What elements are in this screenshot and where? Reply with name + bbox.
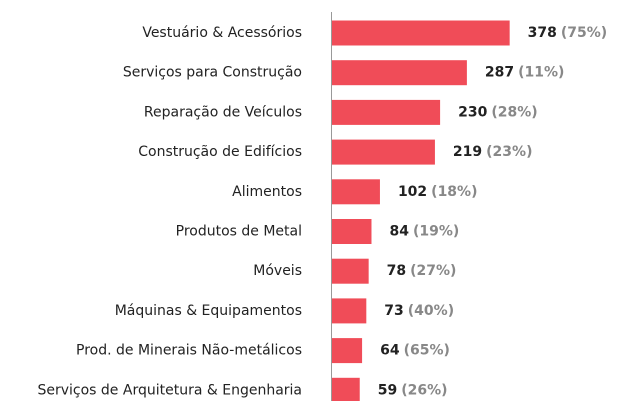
category-label: Alimentos (232, 184, 302, 200)
category-label: Serviços de Arquitetura & Engenharia (37, 382, 302, 398)
share-label: (40%) (408, 303, 454, 319)
value-label-group: 230 (28%) (458, 104, 538, 120)
share-label: (27%) (410, 263, 456, 279)
value-label: 287 (485, 65, 514, 81)
value-label: 230 (458, 104, 487, 120)
value-label-group: 287 (11%) (485, 65, 565, 81)
value-label-group: 219 (23%) (453, 144, 533, 160)
value-label: 84 (389, 224, 409, 240)
value-label-group: 102 (18%) (398, 184, 478, 200)
bar (332, 338, 363, 364)
bar (332, 99, 441, 125)
category-label: Reparação de Veículos (144, 104, 302, 120)
value-label-group: 64 (65%) (380, 343, 450, 359)
share-label: (23%) (486, 144, 532, 160)
value-label-group: 84 (19%) (389, 224, 459, 240)
category-label: Prod. de Minerais Não-metálicos (76, 343, 302, 359)
value-label: 73 (384, 303, 403, 319)
bar (332, 20, 510, 46)
share-label: (19%) (413, 224, 459, 240)
share-label: (18%) (431, 184, 477, 200)
value-label-group: 73 (40%) (384, 303, 454, 319)
category-label: Vestuário & Acessórios (142, 25, 302, 41)
value-label-group: 59 (26%) (378, 382, 448, 398)
bar (332, 60, 467, 86)
category-label: Máquinas & Equipamentos (115, 303, 302, 319)
share-label: (75%) (561, 25, 607, 41)
bar (332, 219, 372, 244)
value-label: 78 (387, 263, 406, 279)
category-label: Construção de Edifícios (138, 144, 302, 160)
share-label: (65%) (404, 343, 450, 359)
bar (332, 258, 369, 284)
category-label: Móveis (253, 263, 302, 279)
bar (332, 298, 367, 324)
value-label-group: 378 (75%) (528, 25, 608, 41)
value-label: 219 (453, 144, 482, 160)
value-label: 64 (380, 343, 400, 359)
share-label: (11%) (518, 65, 564, 81)
share-label: (28%) (491, 104, 537, 120)
bar (332, 377, 360, 401)
category-label: Produtos de Metal (176, 224, 302, 240)
category-label: Serviços para Construção (123, 65, 302, 81)
value-label: 102 (398, 184, 427, 200)
value-label-group: 78 (27%) (387, 263, 457, 279)
value-label: 59 (378, 382, 397, 398)
bar (332, 139, 435, 165)
value-label: 378 (528, 25, 557, 41)
bar (332, 179, 380, 205)
share-label: (26%) (401, 382, 447, 398)
